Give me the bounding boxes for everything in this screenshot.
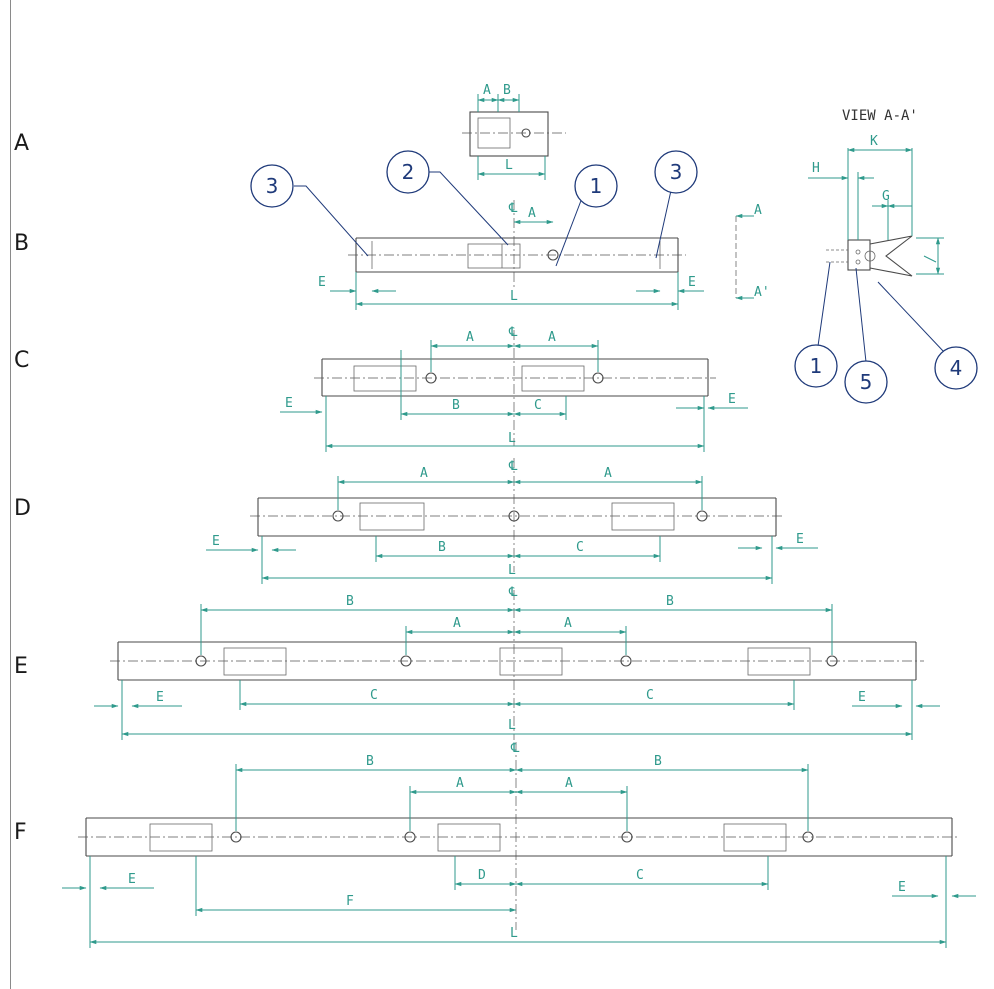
row-e-dim-c-right: C (646, 688, 654, 703)
row-b-dim-a: A (528, 206, 536, 221)
view-aa-detail: VIEW A-A' K H G (808, 108, 944, 277)
callout-2: 2 (386, 150, 430, 194)
row-e-centerline-symbol: ℄ (508, 585, 518, 600)
row-label-d: D (14, 496, 31, 521)
row-c-drawing: ℄ A A B C L E E (280, 325, 748, 452)
row-c-dim-a-right: A (548, 330, 556, 345)
row-d-dim-e-left: E (212, 534, 220, 549)
callout-4: 4 (934, 346, 978, 390)
row-label-c: C (14, 348, 30, 373)
svg-text:3: 3 (266, 174, 279, 198)
view-dim-k: K (870, 134, 878, 149)
section-mark-a: A (754, 203, 762, 218)
row-f-dim-l: L (510, 926, 518, 941)
row-b-centerline-symbol: ℄ (508, 201, 518, 216)
view-title: VIEW A-A' (842, 108, 918, 124)
left-margin-rule (10, 0, 11, 989)
row-label-f: F (14, 820, 27, 845)
row-d-dim-l: L (508, 563, 516, 578)
callout-3-left: 3 (250, 164, 294, 208)
row-f-dim-e-left: E (128, 872, 136, 887)
row-label-a: A (14, 131, 30, 156)
svg-text:2: 2 (402, 160, 415, 184)
row-d-dim-a-left: A (420, 466, 428, 481)
row-d-centerline-symbol: ℄ (508, 459, 518, 474)
row-e-dim-e-right: E (858, 690, 866, 705)
row-label-e: E (14, 654, 28, 679)
callout-1: 1 (574, 164, 618, 208)
row-f-dim-a-left: A (456, 776, 464, 791)
callout-1-view: 1 (794, 344, 838, 388)
row-d-dim-e-right: E (796, 532, 804, 547)
row-c-dim-e-left: E (285, 396, 293, 411)
section-mark-a-prime: A' (754, 285, 770, 300)
row-c-dim-a-left: A (466, 330, 474, 345)
svg-text:4: 4 (950, 356, 963, 380)
row-f-dim-a-right: A (565, 776, 573, 791)
row-b-dim-e-right: E (688, 275, 696, 290)
row-f-dim-e-right: E (898, 880, 906, 895)
dim-label-b: B (503, 83, 511, 98)
svg-text:3: 3 (670, 160, 683, 184)
row-a-plate (469, 111, 549, 157)
row-e-dim-c-left: C (370, 688, 378, 703)
row-f-drawing: ℄ B B A A D C F L E E (62, 741, 976, 948)
row-label-b: B (14, 231, 30, 256)
row-d-dim-b: B (438, 540, 446, 555)
dim-label-a: A (483, 83, 491, 98)
view-dim-g: G (882, 189, 890, 204)
row-b-dim-l: L (510, 289, 518, 304)
row-f-dim-b-left: B (366, 754, 374, 769)
row-b-dim-e-left: E (318, 275, 326, 290)
row-c-centerline-symbol: ℄ (508, 325, 518, 340)
row-e-dim-l: L (508, 718, 516, 733)
callout-5: 5 (844, 360, 888, 404)
row-e-dim-e-left: E (156, 690, 164, 705)
row-e-dim-b-right: B (666, 594, 674, 609)
row-a-box (477, 117, 511, 149)
row-c-dim-c: C (534, 398, 542, 413)
row-d-drawing: ℄ A A B C L E E (206, 458, 818, 584)
row-c-dim-b: B (452, 398, 460, 413)
row-f-dim-f: F (346, 894, 354, 909)
row-f-dim-c: C (636, 868, 644, 883)
svg-text:1: 1 (810, 354, 823, 378)
callout-3-right: 3 (654, 150, 698, 194)
row-a-drawing: A B L (462, 83, 566, 180)
row-c-dim-e-right: E (728, 392, 736, 407)
row-f-dim-d: D (478, 868, 486, 883)
view-dim-h: H (812, 161, 820, 176)
row-b-clamp (467, 243, 521, 269)
row-d-dim-a-right: A (604, 466, 612, 481)
dim-label-l: L (505, 158, 513, 173)
row-f-dim-b-right: B (654, 754, 662, 769)
row-f-centerline-symbol: ℄ (510, 741, 520, 756)
row-b-drawing: ℄ A L E E A A' (318, 200, 770, 310)
row-c-dim-l: L (508, 431, 516, 446)
row-d-dim-c: C (576, 540, 584, 555)
row-b-hole (547, 249, 559, 261)
row-e-dim-a-left: A (453, 616, 461, 631)
row-e-drawing: ℄ B B A A C C L E E (94, 585, 940, 740)
svg-text:5: 5 (860, 370, 873, 394)
row-e-dim-a-right: A (564, 616, 572, 631)
row-e-dim-b-left: B (346, 594, 354, 609)
svg-text:1: 1 (590, 174, 603, 198)
